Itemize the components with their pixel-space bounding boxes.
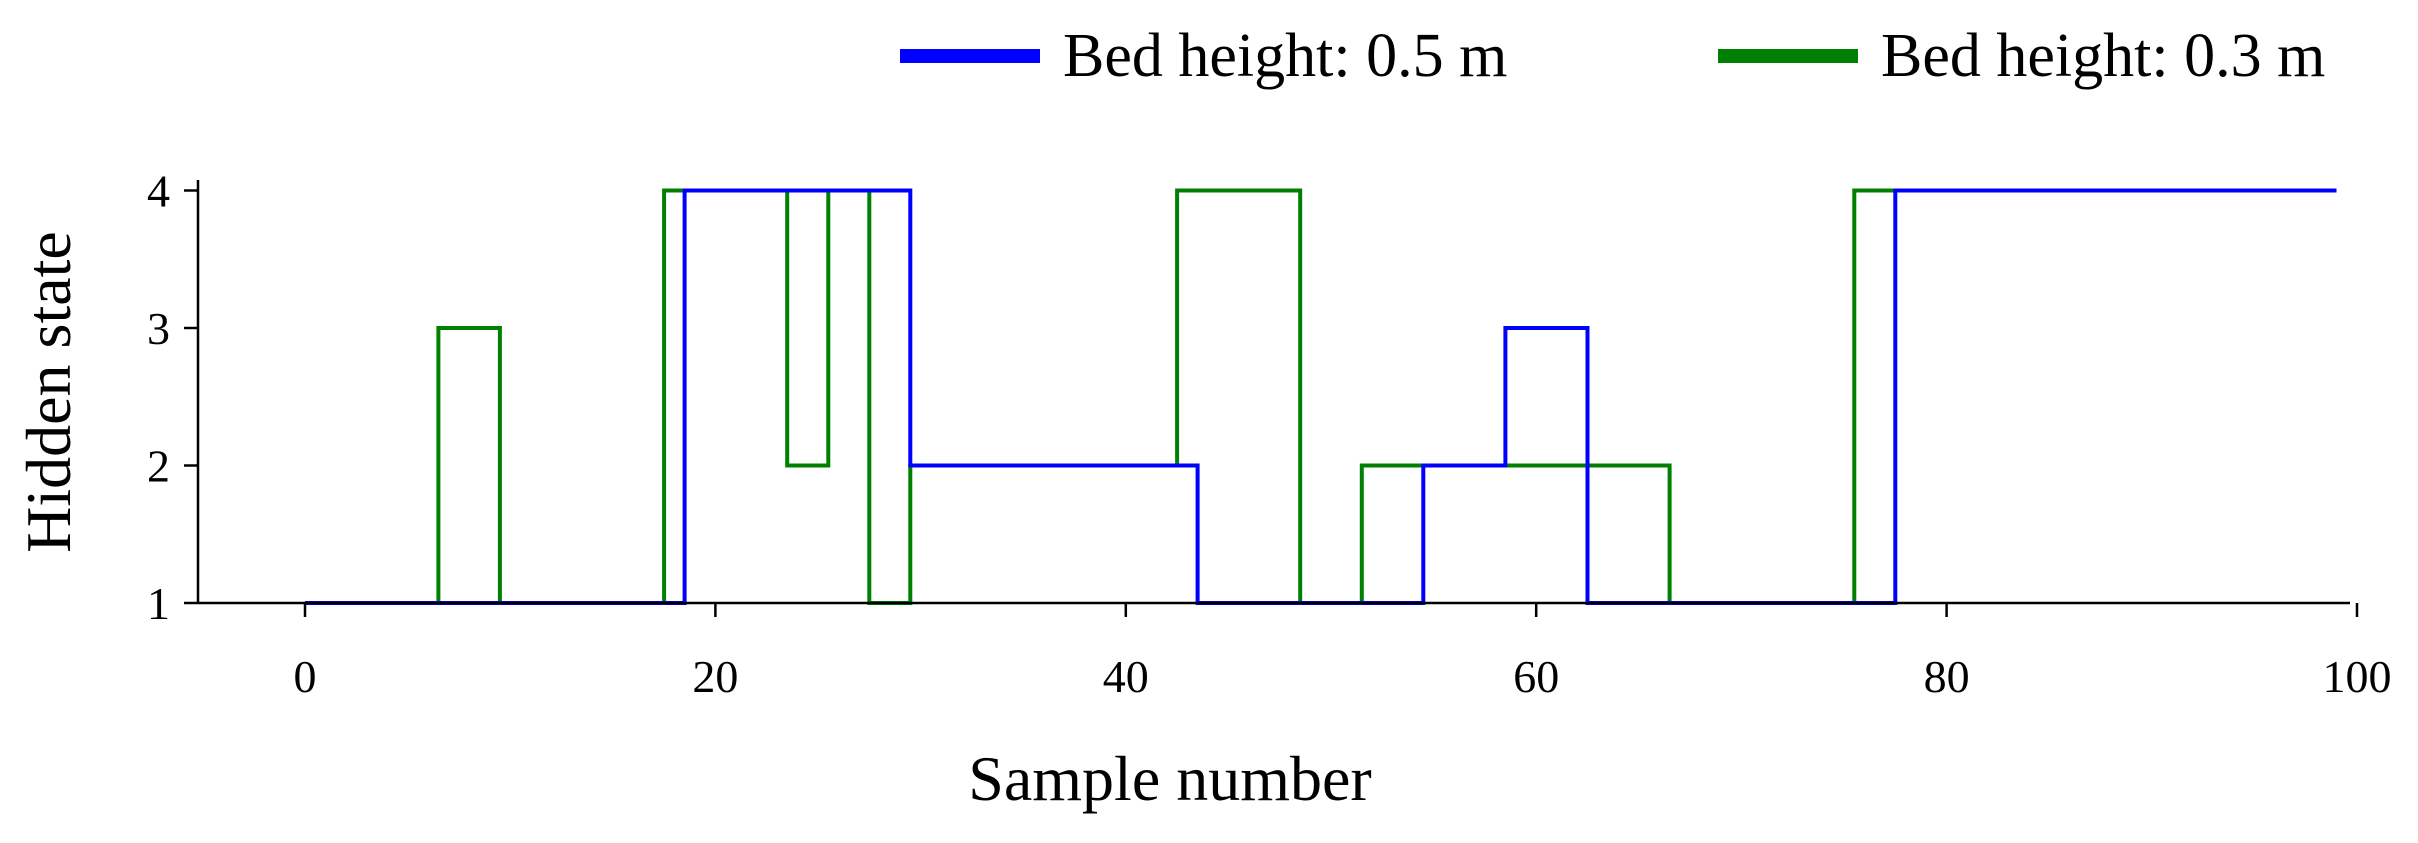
x-tick-label-4: 80	[1924, 651, 1970, 702]
y-tick-label-2: 3	[147, 303, 170, 354]
x-tick-label-2: 40	[1103, 651, 1149, 702]
x-ticks: 0 20 40 60 80 100	[294, 603, 2392, 702]
x-tick-label-3: 60	[1513, 651, 1559, 702]
legend: Bed height: 0.5 m Bed height: 0.3 m	[900, 22, 2325, 90]
x-tick-label-1: 20	[692, 651, 738, 702]
y-tick-label-0: 1	[147, 578, 170, 629]
series-line-0	[305, 188, 2337, 605]
x-axis-label: Sample number	[968, 743, 1371, 814]
axes: 0 20 40 60 80 100 1 2 3 4	[147, 166, 2392, 703]
y-ticks: 1 2 3 4	[147, 166, 198, 629]
series-line-1	[305, 188, 1896, 605]
y-axis-label: Hidden state	[13, 231, 84, 553]
series-layer	[305, 188, 2337, 605]
legend-label-1: Bed height: 0.3 m	[1881, 22, 2325, 90]
y-tick-label-3: 4	[147, 166, 170, 217]
y-tick-label-1: 2	[147, 441, 170, 492]
x-tick-label-5: 100	[2323, 651, 2392, 702]
x-tick-label-0: 0	[294, 651, 317, 702]
legend-label-0: Bed height: 0.5 m	[1063, 22, 1507, 90]
